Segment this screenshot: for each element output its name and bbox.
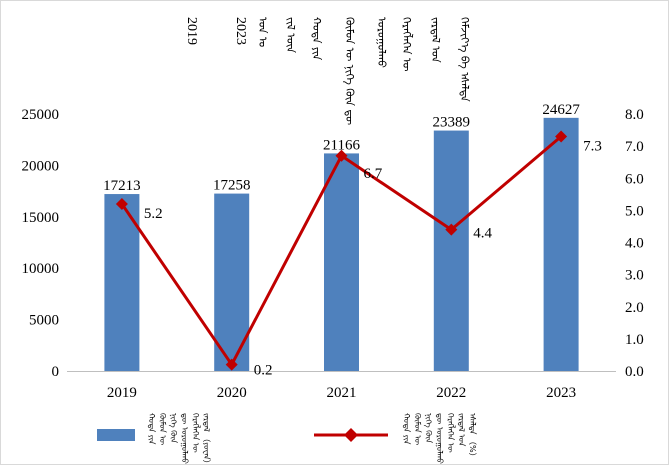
left-tick-label: 10000 [22,261,60,277]
legend-line-label-part: ᠵᠠᠷᠳᠠᠯ ᠤᠨ [457,413,466,447]
legend-line-label-part: ᠬᠡᠷᠡᠭᠯᠡᠭᠡᠨ ᠦ [446,413,457,453]
x-tick-label: 2023 [546,385,576,401]
line-value-label: 0.2 [254,363,273,379]
line-point-marker [225,358,238,371]
title-line: ᠵᠢᠯ ᠦᠨ [284,17,297,53]
right-tick-label: 1.0 [625,332,644,348]
legend-bar-swatch [97,429,135,441]
legend-bar-label-part: ᠳᠦ ᠤᠷᠤᠭᠤᠯᠬᠤ [180,413,189,464]
title-line: ᠬᠦᠮᠦᠨ ᠦ ᠨᠢᠭᠡ ᠬᠦᠨ ᠳᠦ [343,17,356,125]
line-value-label: 6.7 [364,166,383,182]
legend-line-label-part: ᠬᠦᠮᠦᠨ ᠦ [413,413,422,445]
bar-value-label: 17213 [103,178,141,194]
legend-bar-label-part: ᠬᠦᠮᠦᠨ ᠦ [158,413,167,445]
legend-line-label-part: ᠬᠣᠲᠠ ᠶᠢᠨ [402,413,411,445]
bar-value-label: 17258 [213,178,251,194]
bar-value-label: 24627 [542,102,580,118]
title-line: ᠣᠨ ᠤ [256,17,269,47]
x-tick-label: 2022 [436,385,466,401]
bar-value-label: 21166 [323,137,360,153]
x-tick-label: 2021 [327,385,357,401]
line-point-marker [335,149,348,162]
right-tick-label: 8.0 [625,107,644,123]
bar [543,117,579,371]
line-point-marker [115,197,128,210]
left-tick-label: 5000 [29,313,59,329]
left-tick-label: 0 [52,364,60,380]
line-point-marker [555,130,568,143]
right-tick-label: 5.0 [625,203,644,219]
legend-bar-label-part: ᠵᠠᠷᠳᠠᠯ （ᠶᠤᠸᠠᠨ） [202,413,211,464]
legend-line-marker [344,428,358,442]
legend-bar-label-part: ᠬᠡᠷᠡᠭᠯᠡᠭᠡᠨ ᠦ [191,413,202,453]
right-tick-label: 4.0 [625,236,644,252]
right-tick-label: 0.0 [625,364,644,380]
chart-title: 2019 2023 ᠣᠨ ᠤ ᠵᠢᠯ ᠦᠨ ᠬᠣᠲᠠ ᠶᠢᠨ ᠬᠦᠮᠦᠨ ᠦ ᠨᠢᠭᠡ ᠬ… [184,17,471,125]
title-line: ᠬᠡᠮᠵᠢᠶ᠎ᠡ ᠪᠠ ᠡᠰᠡᠯᠲᠡ [457,17,471,102]
bar [433,130,469,371]
bar-value-label: 23389 [433,115,471,131]
x-tick-label: 2020 [217,385,247,401]
line-series: 5.2 0.2 6.7 4.4 7.3 [115,130,602,379]
right-tick-label: 2.0 [625,300,644,316]
x-axis: 2019 2020 2021 2022 2023 [67,371,616,401]
right-tick-label: 7.0 [625,139,644,155]
left-tick-label: 25000 [22,107,60,123]
legend-line-label-part: ᠡᠰᠡᠯᠲᠡ （%） [468,413,477,461]
left-tick-label: 20000 [22,158,60,174]
right-y-axis: 0.0 1.0 2.0 3.0 4.0 5.0 6.0 7.0 8.0 [625,107,644,380]
title-line: ᠤᠷᠤᠭᠤᠯᠬᠤ [375,17,388,68]
bar-series: 17213 17258 21166 23389 24627 [103,102,580,371]
legend-bar-label-part: ᠨᠢᠭᠡ ᠬᠦᠨ [169,413,178,444]
legend-bar-label-part: ᠬᠣᠲᠠ ᠶᠢᠨ [147,413,156,445]
bar [324,153,359,371]
line-point-marker [445,223,458,236]
title-line: 2019 [184,17,199,45]
line-value-label: 5.2 [144,206,163,222]
left-y-axis: 0 5000 10000 15000 20000 25000 [22,107,60,380]
legend-line-label-part: ᠨᠢᠭᠡ ᠬᠦᠨ [424,413,433,444]
line-value-label: 7.3 [583,138,602,154]
legend: ᠬᠣᠲᠠ ᠶᠢᠨ ᠬᠦᠮᠦᠨ ᠦ ᠨᠢᠭᠡ ᠬᠦᠨ ᠳᠦ ᠤᠷᠤᠭᠤᠯᠬᠤ ᠬᠡᠷᠡᠭᠯ… [97,413,477,468]
x-tick-label: 2019 [107,385,137,401]
left-tick-label: 15000 [22,210,60,226]
right-tick-label: 6.0 [625,171,644,187]
legend-line-label-part: ᠳᠦ ᠤᠷᠤᠭᠤᠯᠬᠤ [435,413,444,464]
title-line: ᠬᠡᠷᠡᠭᠯᠡᠭᠡᠨ ᠦ [400,17,414,72]
title-line: ᠵᠠᠷᠳᠠᠯ ᠤᠨ [429,17,442,63]
title-line: 2023 [233,17,248,45]
right-tick-label: 3.0 [625,268,644,284]
line-value-label: 4.4 [473,226,492,242]
title-line: ᠬᠣᠲᠠ ᠶᠢᠨ [310,17,323,61]
